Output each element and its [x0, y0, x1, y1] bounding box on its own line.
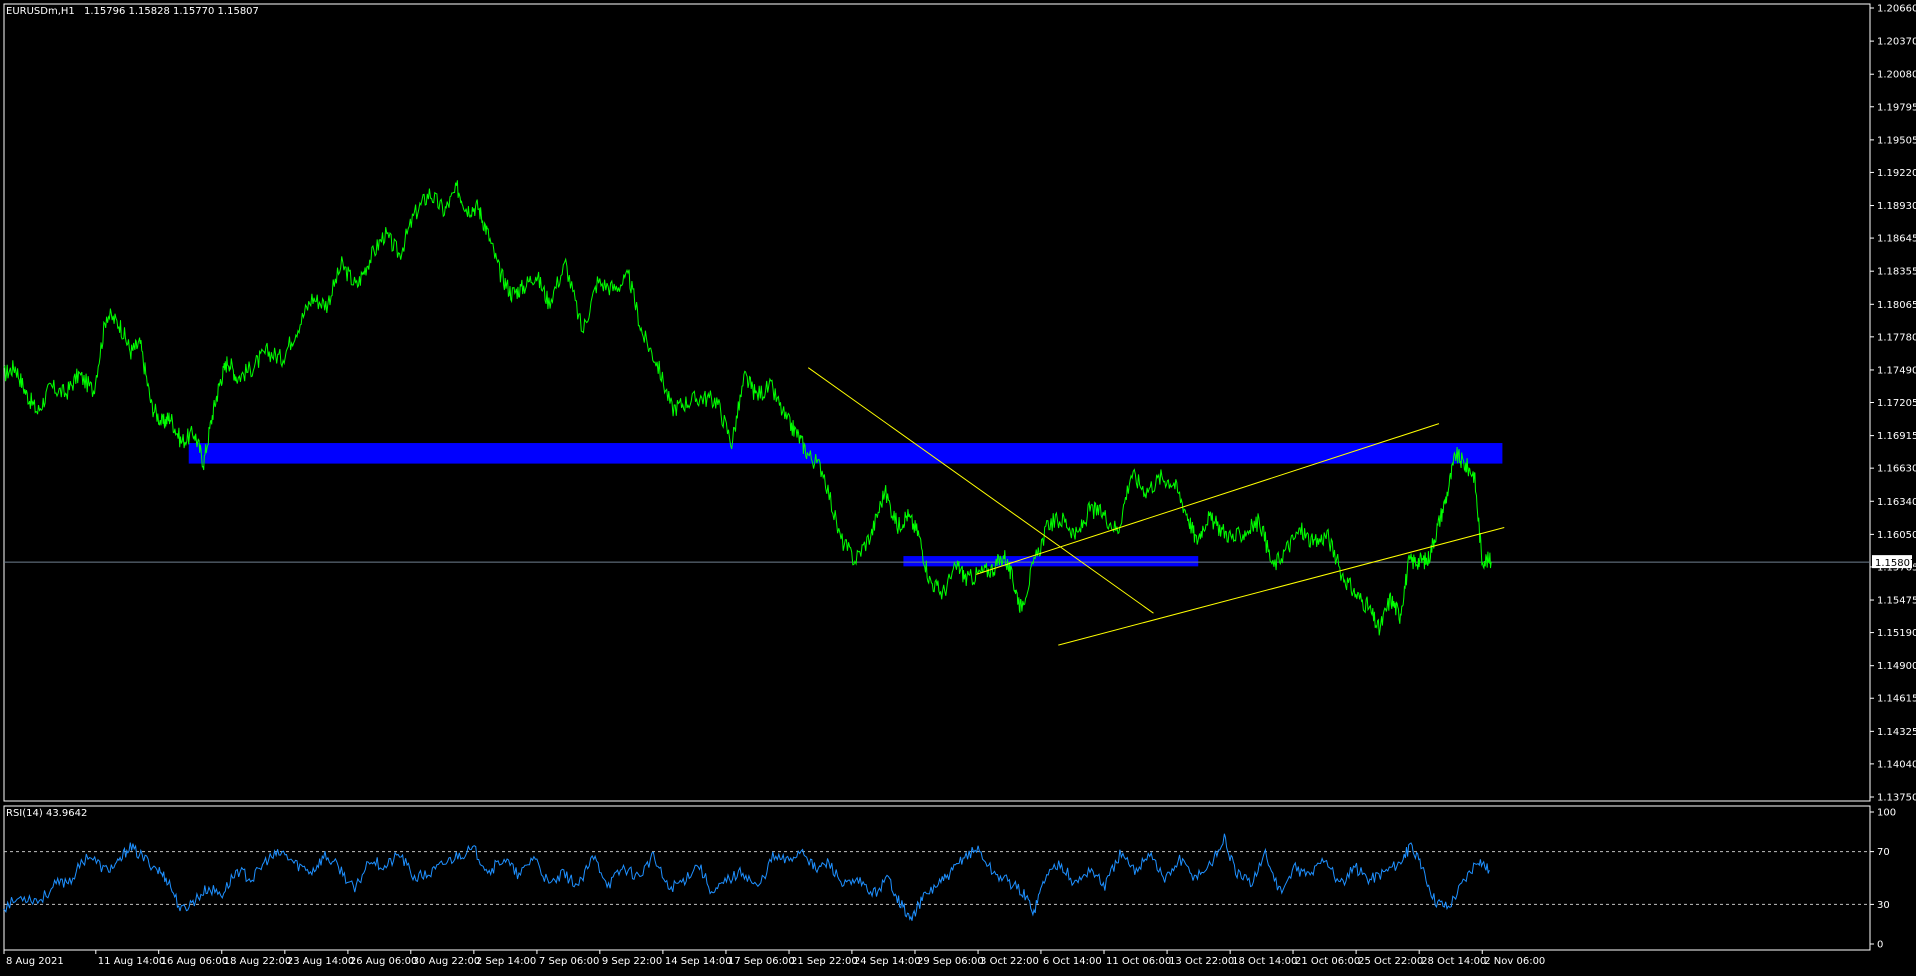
x-axis-tick-label: 9 Sep 22:00	[602, 956, 662, 967]
support-resistance-zone	[188, 443, 1503, 464]
x-axis-tick-label: 18 Oct 14:00	[1232, 956, 1297, 967]
price-series-line	[3, 180, 1492, 636]
y-axis-tick-label: 1.20660	[1877, 4, 1916, 15]
x-axis-tick-label: 7 Sep 06:00	[539, 956, 599, 967]
x-axis-tick-label: 23 Aug 14:00	[287, 956, 354, 967]
y-axis-tick-label: 1.16915	[1877, 431, 1916, 442]
main-chart-frame	[3, 3, 1871, 802]
trendline[interactable]	[1058, 527, 1505, 646]
x-axis-tick-label: 29 Sep 06:00	[917, 956, 984, 967]
x-axis-tick-label: 17 Sep 06:00	[728, 956, 795, 967]
x-axis-tick-label: 2 Sep 14:00	[476, 956, 536, 967]
y-axis-tick-label: 1.14615	[1877, 694, 1916, 705]
x-axis-tick-label: 21 Sep 22:00	[791, 956, 858, 967]
current-price-label: 1.15807	[1875, 558, 1916, 569]
y-axis-tick-label: 1.15475	[1877, 596, 1916, 607]
rsi-y-axis-tick-label: 0	[1877, 940, 1883, 951]
y-axis-tick-label: 1.16050	[1877, 530, 1916, 541]
x-axis-tick-label: 28 Oct 14:00	[1421, 956, 1486, 967]
x-axis-tick-label: 25 Oct 22:00	[1358, 956, 1423, 967]
y-axis-tick-label: 1.18930	[1877, 201, 1916, 212]
rsi-series-line	[3, 833, 1490, 921]
current-price-tag	[1872, 555, 1912, 569]
y-axis-tick-label: 1.16630	[1877, 464, 1916, 475]
x-axis-tick-label: 30 Aug 22:00	[413, 956, 480, 967]
y-axis-tick-label: 1.16340	[1877, 497, 1916, 508]
x-axis-tick-label: 2 Nov 06:00	[1484, 956, 1545, 967]
support-resistance-zone	[903, 556, 1199, 567]
x-axis-tick-label: 3 Oct 22:00	[980, 956, 1039, 967]
y-axis-tick-label: 1.15190	[1877, 628, 1916, 639]
chart-symbol-label: EURUSDm,H1 1.15796 1.15828 1.15770 1.158…	[6, 6, 259, 17]
y-axis-tick-label: 1.19220	[1877, 168, 1916, 179]
x-axis-tick-label: 11 Oct 06:00	[1106, 956, 1171, 967]
y-axis-tick-label: 1.17780	[1877, 332, 1916, 343]
trendline[interactable]	[976, 423, 1440, 575]
y-axis-tick-label: 1.17490	[1877, 365, 1916, 376]
y-axis-tick-label: 1.17205	[1877, 398, 1916, 409]
x-axis-tick-label: 24 Sep 14:00	[854, 956, 921, 967]
y-axis-tick-label: 1.13750	[1877, 793, 1916, 804]
y-axis-tick-label: 1.20370	[1877, 37, 1916, 48]
y-axis-tick-label: 1.19505	[1877, 135, 1916, 146]
x-axis-tick-label: 16 Aug 06:00	[161, 956, 228, 967]
rsi-indicator-label: RSI(14) 43.9642	[6, 808, 87, 819]
y-axis-tick-label: 1.18355	[1877, 267, 1916, 278]
y-axis-tick-label: 1.14325	[1877, 727, 1916, 738]
y-axis-tick-label: 1.14900	[1877, 661, 1916, 672]
x-axis-tick-label: 13 Oct 22:00	[1169, 956, 1234, 967]
x-axis-tick-label: 6 Oct 14:00	[1043, 956, 1102, 967]
rsi-y-axis-tick-label: 100	[1877, 808, 1896, 819]
x-axis-tick-label: 14 Sep 14:00	[665, 956, 732, 967]
symbol-timeframe: EURUSDm,H1	[6, 6, 75, 17]
rsi-y-axis-tick-label: 30	[1877, 900, 1890, 911]
y-axis-tick-label: 1.19795	[1877, 102, 1916, 113]
x-axis-tick-label: 11 Aug 14:00	[98, 956, 165, 967]
y-axis-tick-label: 1.18065	[1877, 300, 1916, 311]
y-axis-tick-label: 1.18645	[1877, 234, 1916, 245]
rsi-panel-frame	[3, 805, 1871, 951]
trendline[interactable]	[807, 367, 1154, 614]
ohlc-values: 1.15796 1.15828 1.15770 1.15807	[84, 6, 259, 17]
x-axis-tick-label: 8 Aug 2021	[6, 956, 64, 967]
rsi-y-axis-tick-label: 70	[1877, 847, 1890, 858]
x-axis-tick-label: 18 Aug 22:00	[224, 956, 291, 967]
y-axis-tick-label: 1.20080	[1877, 70, 1916, 81]
x-axis-tick-label: 21 Oct 06:00	[1295, 956, 1360, 967]
y-axis-tick-label: 1.14040	[1877, 759, 1916, 770]
x-axis-tick-label: 26 Aug 06:00	[350, 956, 417, 967]
